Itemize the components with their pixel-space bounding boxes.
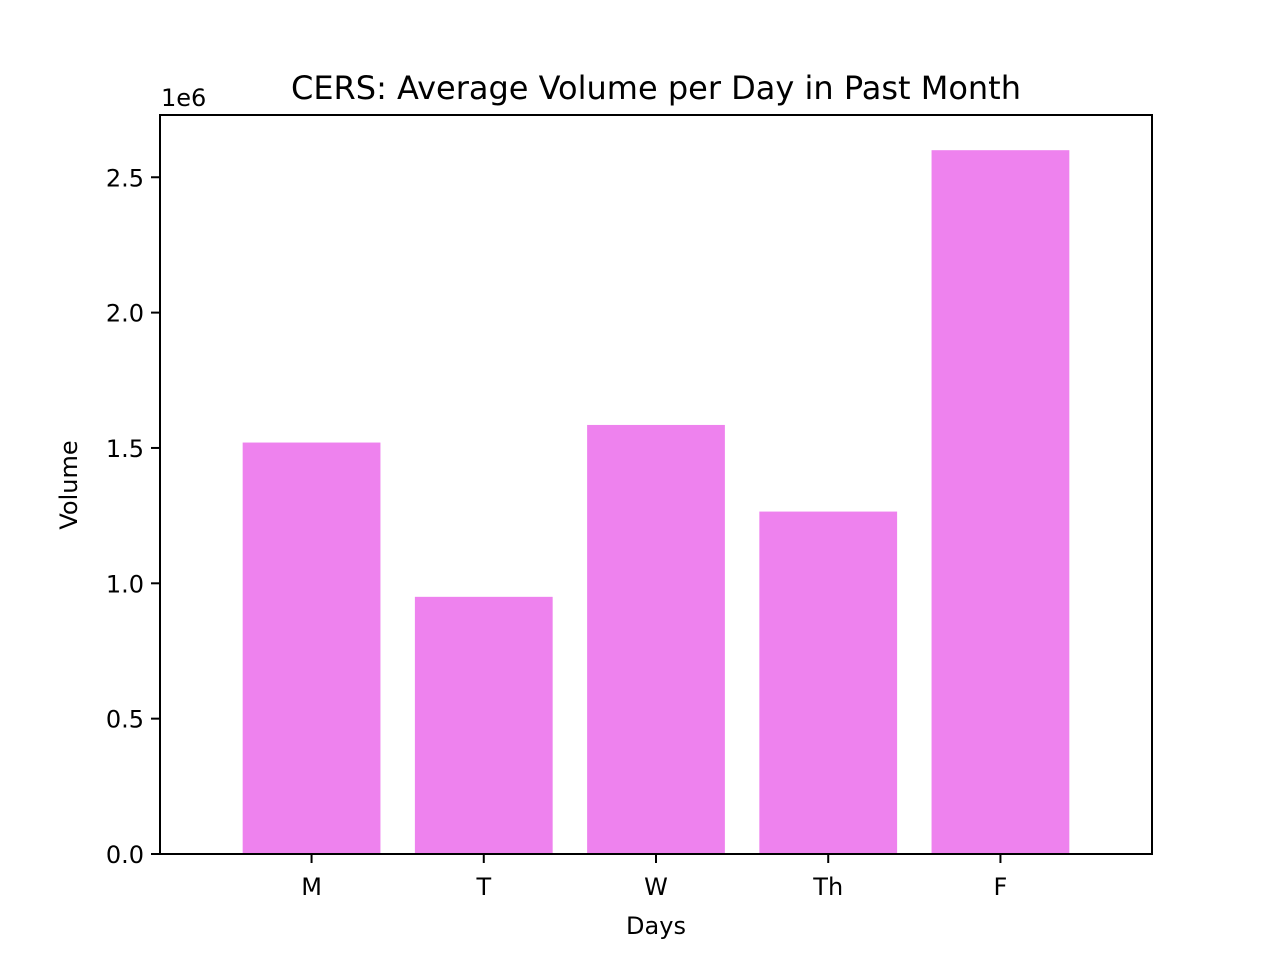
x-tick-label: W <box>644 873 668 901</box>
x-axis-label: Days <box>626 912 686 940</box>
axis-ticks-group: M T W Th F 0.0 0.5 1.0 1.5 2.0 2.5 <box>106 164 1008 901</box>
bars-group <box>242 150 1070 854</box>
bar-m <box>242 442 381 854</box>
bar-w <box>587 424 725 854</box>
x-tick-label: Th <box>812 873 843 901</box>
bar-f <box>931 150 1070 854</box>
x-tick-label: T <box>475 873 491 901</box>
chart-title: CERS: Average Volume per Day in Past Mon… <box>291 69 1021 107</box>
plot-area-frame <box>159 114 1153 855</box>
y-axis-offset-label: 1e6 <box>161 84 206 112</box>
bar-th <box>759 511 898 854</box>
y-tick-label: 0.5 <box>106 706 144 734</box>
x-tick-label: M <box>301 873 322 901</box>
y-tick-label: 1.0 <box>106 570 144 598</box>
y-tick-label: 2.5 <box>106 164 144 192</box>
y-tick-label: 0.0 <box>106 841 144 869</box>
y-axis-label: Volume <box>55 440 83 529</box>
x-tick-label: F <box>994 873 1008 901</box>
bar-t <box>414 596 553 854</box>
y-tick-label: 1.5 <box>106 435 144 463</box>
y-tick-label: 2.0 <box>106 300 144 328</box>
